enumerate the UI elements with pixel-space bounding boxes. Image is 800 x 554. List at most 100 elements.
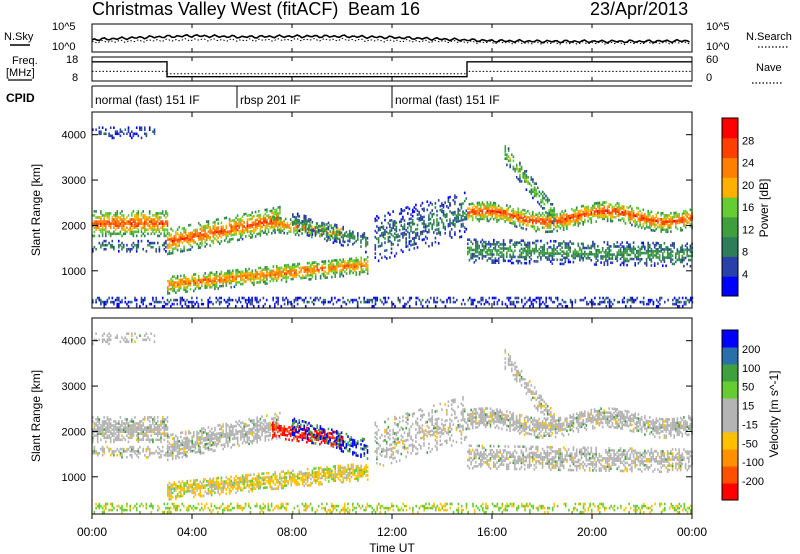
cell: [523, 255, 526, 259]
cell: [173, 283, 176, 286]
cell: [266, 268, 268, 271]
cell: [314, 275, 317, 278]
cell: [196, 283, 198, 286]
cell: [423, 219, 425, 223]
cell: [514, 169, 516, 173]
cell: [553, 300, 556, 304]
cell: [449, 218, 451, 221]
cell: [335, 234, 338, 237]
cell: [353, 269, 356, 272]
cell: [352, 267, 354, 271]
cell: [116, 130, 118, 133]
cell: [564, 221, 567, 225]
cell: [303, 216, 305, 220]
cell: [240, 272, 242, 276]
cell: [124, 228, 127, 231]
cell: [587, 254, 589, 258]
cell: [567, 223, 570, 226]
cell: [488, 247, 490, 250]
cell: [262, 221, 265, 224]
cell: [126, 247, 128, 251]
cell: [272, 213, 275, 216]
cell: [284, 268, 286, 271]
cell: [204, 272, 206, 275]
cell: [374, 217, 377, 221]
cell: [118, 132, 120, 136]
cell: [506, 251, 508, 254]
cell: [241, 272, 244, 276]
cell: [248, 226, 250, 229]
cell: [411, 237, 414, 240]
cell: [608, 203, 610, 206]
cell: [360, 266, 362, 270]
cell: [269, 275, 271, 279]
cell: [134, 298, 136, 302]
cell: [675, 254, 677, 257]
cell: [601, 215, 604, 219]
cell: [225, 280, 228, 283]
cell: [621, 245, 623, 248]
cell: [148, 128, 151, 131]
cell: [678, 221, 680, 224]
cell: [424, 229, 427, 233]
cell: [116, 216, 118, 219]
cell: [666, 216, 669, 219]
cell: [382, 302, 385, 306]
cell: [496, 212, 498, 215]
cell: [476, 244, 479, 248]
cell: [548, 230, 550, 233]
cell: [331, 265, 333, 269]
cell: [225, 216, 228, 220]
cell: [352, 234, 354, 238]
cell: [183, 282, 185, 285]
cell: [109, 430, 112, 433]
cell: [512, 261, 515, 265]
cell: [183, 229, 185, 232]
cell: [113, 424, 115, 427]
cell: [494, 257, 497, 260]
cell: [482, 298, 484, 302]
cell: [389, 231, 391, 235]
cell: [541, 196, 544, 200]
cell: [121, 298, 123, 302]
cell: [489, 217, 492, 221]
cell: [183, 274, 185, 277]
cell: [429, 201, 432, 205]
cell: [264, 212, 267, 216]
cell: [572, 215, 575, 219]
cell: [358, 273, 361, 276]
cell: [212, 221, 215, 224]
cell: [210, 279, 213, 283]
cell: [209, 296, 211, 300]
cell: [310, 271, 312, 275]
cell: [296, 214, 299, 218]
cell: [137, 241, 140, 245]
cell: [434, 228, 437, 232]
cell: [567, 242, 570, 245]
cell: [337, 260, 340, 264]
cell: [546, 212, 549, 215]
cell: [106, 298, 109, 302]
cell: [385, 249, 388, 252]
cell: [647, 211, 649, 215]
cell: [275, 265, 278, 268]
cell: [590, 213, 593, 216]
cell: [512, 214, 515, 217]
cell: [309, 224, 312, 228]
cell: [340, 231, 343, 235]
cell: [652, 300, 655, 304]
cell: [295, 218, 297, 221]
cell: [339, 275, 341, 278]
cell: [258, 220, 260, 223]
cell: [342, 274, 345, 278]
cell: [109, 426, 112, 429]
cell: [287, 263, 289, 267]
cell: [288, 269, 291, 273]
cell: [106, 222, 109, 225]
cell: [269, 226, 271, 229]
cell: [155, 214, 157, 217]
cell: [132, 420, 135, 423]
cell: [494, 208, 497, 211]
cell: [256, 281, 258, 284]
cell: [541, 200, 544, 204]
